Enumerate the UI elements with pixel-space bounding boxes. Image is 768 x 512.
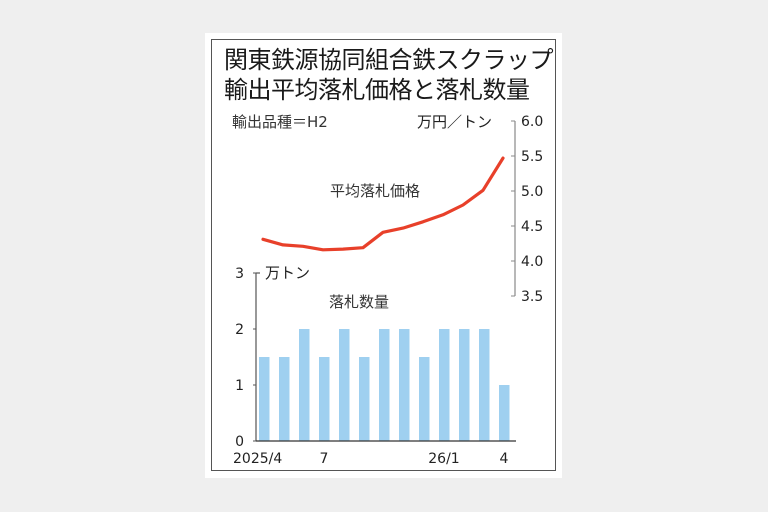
bar-series-label: 落札数量 xyxy=(329,293,390,311)
left-axis-tick-label: 0 xyxy=(235,434,244,450)
x-axis-tick-label: 4 xyxy=(500,451,509,467)
right-axis-tick-label: 3.5 xyxy=(521,289,543,305)
line-series-label: 平均落札価格 xyxy=(330,182,421,200)
left-axis-unit: 万トン xyxy=(265,264,311,282)
left-axis: 3 2 1 0 xyxy=(235,266,260,450)
right-axis-tick-label: 4.5 xyxy=(521,219,543,235)
chart-frame xyxy=(211,39,556,471)
bar xyxy=(379,329,390,441)
bar-series xyxy=(256,329,516,442)
bar xyxy=(259,357,270,441)
chart-title: 関東鉄源協同組合鉄スクラップ 輸出平均落札価格と落札数量 xyxy=(224,45,554,105)
x-axis-tick-label: 7 xyxy=(320,451,329,467)
bar xyxy=(499,385,510,441)
bar xyxy=(479,329,490,441)
bar xyxy=(399,329,410,441)
bar xyxy=(419,357,430,441)
bar xyxy=(439,329,450,441)
bar xyxy=(299,329,310,441)
bar xyxy=(459,329,470,441)
left-axis-tick-label: 3 xyxy=(235,266,244,282)
bar xyxy=(279,357,290,441)
bar xyxy=(359,357,370,441)
chart-subtitle: 輸出品種＝H2 xyxy=(232,113,328,131)
title-line-2: 輸出平均落札価格と落札数量 xyxy=(224,76,530,104)
x-axis-tick-label: 2025/4 xyxy=(233,451,282,467)
title-line-1: 関東鉄源協同組合鉄スクラップ xyxy=(224,46,554,74)
right-axis-tick-label: 5.5 xyxy=(521,149,543,165)
right-axis-tick-label: 5.0 xyxy=(521,184,543,200)
right-axis: 6.0 5.5 5.0 4.5 4.0 3.5 xyxy=(511,114,543,305)
left-axis-tick-label: 1 xyxy=(235,378,244,394)
right-axis-tick-label: 6.0 xyxy=(521,114,543,130)
x-axis: 2025/4 7 26/1 4 xyxy=(233,451,509,467)
left-axis-tick-label: 2 xyxy=(235,322,244,338)
bar xyxy=(319,357,330,441)
line-series xyxy=(261,156,505,252)
bar xyxy=(339,329,350,441)
right-axis-tick-label: 4.0 xyxy=(521,254,543,270)
right-axis-unit: 万円／トン xyxy=(417,113,493,131)
x-axis-tick-label: 26/1 xyxy=(428,451,459,467)
